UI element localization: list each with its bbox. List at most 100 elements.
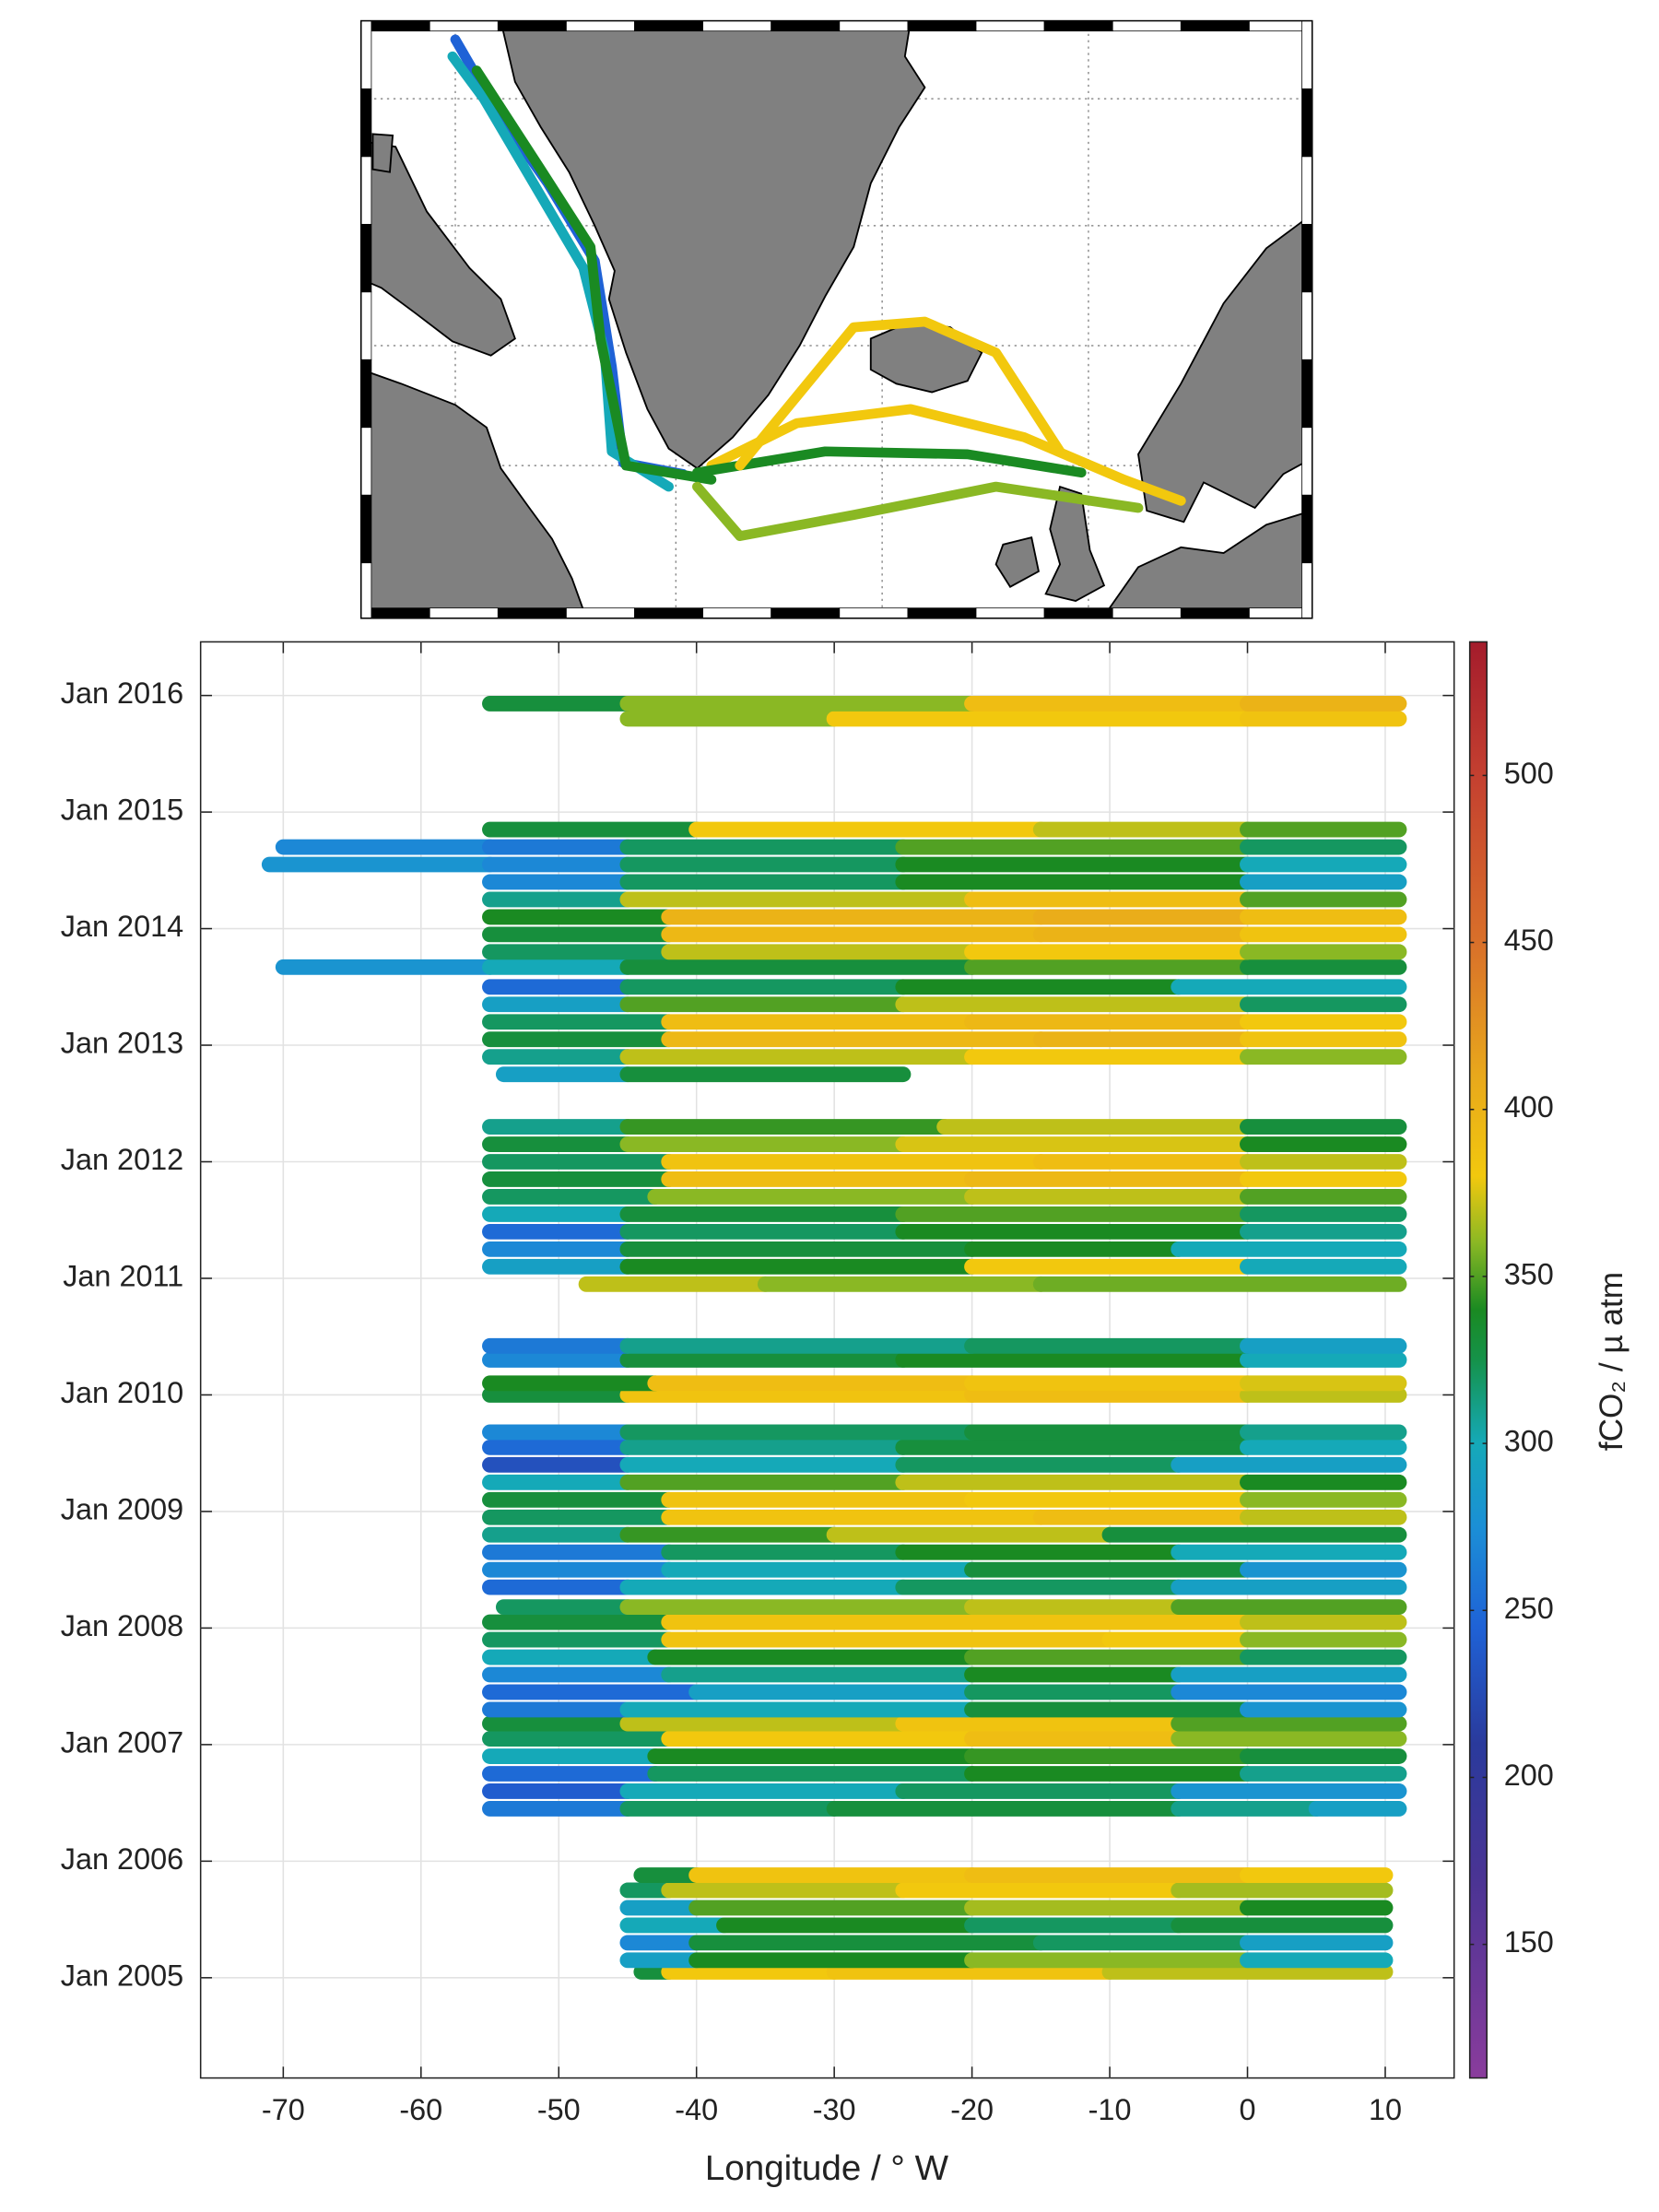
frame-tick bbox=[497, 607, 567, 618]
track-segment bbox=[1032, 1276, 1407, 1292]
track-segment bbox=[1240, 1900, 1394, 1916]
track-segment bbox=[1240, 959, 1407, 975]
track-segment bbox=[661, 909, 1049, 925]
track-segment bbox=[619, 1801, 842, 1817]
track-segment bbox=[482, 1614, 677, 1630]
track-segment bbox=[647, 1375, 981, 1392]
track-segment bbox=[964, 1241, 1187, 1257]
track-segment bbox=[619, 1424, 981, 1441]
track-segment bbox=[661, 1491, 981, 1508]
track-segment bbox=[482, 979, 636, 995]
track-segment bbox=[619, 1715, 912, 1732]
frame-tick bbox=[1301, 20, 1312, 89]
track-segment bbox=[964, 1014, 1256, 1030]
track-segment bbox=[1171, 1456, 1407, 1473]
track-segment bbox=[1240, 891, 1407, 908]
track-segment bbox=[1101, 1526, 1407, 1543]
track-segment bbox=[895, 856, 1256, 873]
track-segment bbox=[482, 1337, 636, 1354]
track-segment bbox=[964, 1684, 1187, 1700]
x-axis-label: Longitude / ° W bbox=[705, 2148, 949, 2188]
track-segment bbox=[964, 1599, 1187, 1616]
track-segment bbox=[1240, 1509, 1407, 1525]
track-segment bbox=[482, 1171, 677, 1187]
map-track bbox=[692, 446, 1087, 478]
track-segment bbox=[964, 1649, 1256, 1665]
track-segment bbox=[647, 1649, 981, 1665]
track-segment bbox=[482, 1631, 677, 1648]
track-segment bbox=[1240, 1258, 1407, 1275]
y-tick-label: Jan 2010 bbox=[61, 1376, 183, 1409]
ireland bbox=[994, 536, 1040, 588]
track-segment bbox=[619, 1579, 912, 1595]
track-segment bbox=[661, 1731, 981, 1747]
frame-tick bbox=[1301, 88, 1312, 158]
track-segment bbox=[688, 1935, 1049, 1951]
frame-tick bbox=[1301, 427, 1312, 496]
track-segment bbox=[1240, 839, 1407, 855]
track-segment bbox=[482, 1666, 677, 1683]
track-segment bbox=[964, 1189, 1256, 1205]
track-segment bbox=[482, 1258, 636, 1275]
track-segment bbox=[619, 1066, 912, 1083]
track-segment bbox=[619, 1352, 912, 1368]
track-segment bbox=[647, 1766, 981, 1782]
track-segment bbox=[482, 1223, 636, 1240]
track-segment bbox=[1171, 1684, 1407, 1700]
colorbar-tick-label: 200 bbox=[1504, 1759, 1554, 1792]
axes: -70 -60 -50 -40 -30 -20 -10 0 10 Jan 2005 Jan 2006… bbox=[61, 641, 1454, 2126]
track-segment bbox=[1240, 1154, 1407, 1170]
frame-tick bbox=[429, 607, 499, 618]
y-tick-label: Jan 2016 bbox=[61, 677, 183, 710]
track-segment bbox=[1171, 1882, 1394, 1899]
track-segment bbox=[1240, 1439, 1407, 1455]
track-segment bbox=[482, 996, 636, 1013]
x-tick-label: 0 bbox=[1240, 2093, 1256, 2126]
track-segment bbox=[964, 1049, 1256, 1065]
map-track bbox=[447, 51, 674, 492]
track-segment bbox=[482, 1474, 636, 1490]
track-segment bbox=[895, 1715, 1187, 1732]
track-segment bbox=[275, 839, 499, 855]
track-segment bbox=[619, 1136, 912, 1152]
track-segment bbox=[964, 696, 1256, 712]
track-segment bbox=[661, 1154, 1049, 1170]
x-tick-label: 10 bbox=[1369, 2093, 1402, 2126]
track-segment bbox=[661, 1666, 981, 1683]
track-segment bbox=[1240, 996, 1407, 1013]
frame-tick bbox=[566, 20, 635, 32]
frame-tick bbox=[566, 607, 635, 618]
track-segment bbox=[1308, 1801, 1407, 1817]
track-segment bbox=[482, 1456, 636, 1473]
track-segment bbox=[1171, 1666, 1407, 1683]
frame-tick bbox=[360, 562, 372, 618]
track-segment bbox=[688, 1867, 981, 1883]
track-segment bbox=[482, 821, 705, 838]
track-segment bbox=[619, 959, 981, 975]
track-segment bbox=[661, 1544, 912, 1560]
track-segment bbox=[482, 1766, 664, 1782]
track-segment bbox=[1240, 1424, 1407, 1441]
frame-tick bbox=[360, 291, 372, 360]
track-segment bbox=[619, 696, 981, 712]
track-segment bbox=[482, 959, 636, 975]
track-segment bbox=[482, 1491, 677, 1508]
track-segment bbox=[1240, 1631, 1407, 1648]
frame-tick bbox=[634, 607, 703, 618]
track-segment bbox=[482, 856, 636, 873]
track-segment bbox=[964, 1258, 1256, 1275]
track-segment bbox=[619, 1387, 981, 1403]
track-segment bbox=[482, 1561, 677, 1578]
track-segment bbox=[895, 1136, 1256, 1152]
track-segment bbox=[619, 1439, 912, 1455]
track-segment bbox=[1240, 1701, 1407, 1718]
track-segment bbox=[482, 1031, 677, 1048]
y-tick-label: Jan 2009 bbox=[61, 1493, 183, 1526]
track-segment bbox=[964, 1766, 1256, 1782]
track-segment bbox=[619, 1526, 842, 1543]
track-segment bbox=[895, 996, 1256, 1013]
track-segment bbox=[661, 1014, 981, 1030]
track-segment bbox=[895, 979, 1187, 995]
track-segment bbox=[482, 1439, 636, 1455]
track-segment bbox=[619, 1223, 912, 1240]
